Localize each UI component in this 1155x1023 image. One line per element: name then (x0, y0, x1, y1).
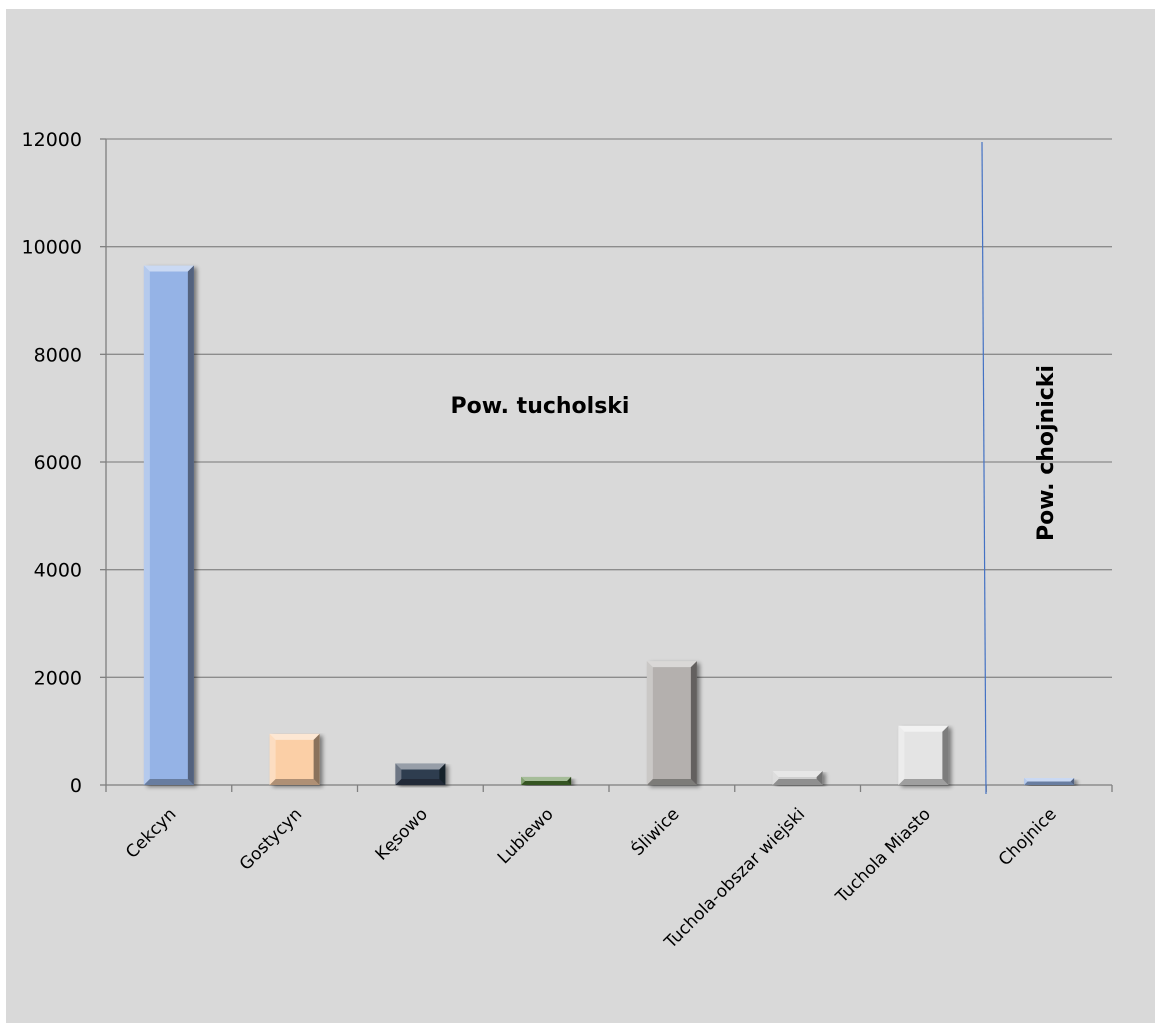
bar-bevel-bottom (143, 779, 194, 785)
y-tick-label: 0 (70, 775, 82, 797)
bar-bevel-top (772, 771, 823, 778)
bar-bevel-right (313, 733, 320, 785)
bar-bevel-bottom (395, 779, 446, 785)
bar-bevel-right (942, 725, 949, 785)
bar-bevel-bottom (772, 779, 823, 785)
bar-1 (269, 733, 320, 785)
bar-bevel-top (143, 265, 194, 272)
bar-bevel-top (269, 733, 320, 740)
y-tick-label: 6000 (34, 452, 82, 474)
bar-bevel-right (567, 776, 572, 785)
y-tick-label: 10000 (22, 237, 82, 259)
bar-bevel-left (646, 661, 653, 785)
bar-bevel-left (898, 725, 905, 785)
bar-body (646, 661, 697, 785)
bar-bevel-left (772, 771, 779, 785)
bar-body (269, 733, 320, 785)
bar-bevel-left (1024, 778, 1028, 785)
annotation-pow-tucholski: Pow. tucholski (451, 394, 630, 419)
bar-4 (646, 661, 697, 785)
bar-bevel-bottom (269, 779, 320, 785)
y-tick-label: 2000 (34, 667, 82, 689)
y-tick-label: 8000 (34, 344, 82, 366)
bar-bevel-top (1024, 778, 1075, 782)
bar-bevel-right (690, 661, 697, 785)
bar-body (898, 725, 949, 785)
bar-body (143, 265, 194, 786)
bar-bevel-left (395, 763, 402, 785)
chart-background (6, 9, 1155, 1023)
bar-7 (1024, 778, 1075, 785)
bars (143, 265, 1075, 786)
annotation-pow-chojnicki: Pow. chojnicki (1034, 365, 1059, 541)
bar-bevel-top (521, 776, 572, 781)
bar-3 (521, 776, 572, 785)
gridlines (106, 138, 1112, 678)
bar-bevel-right (816, 771, 823, 785)
bar-bevel-left (269, 733, 276, 785)
bar-bevel-bottom (646, 779, 697, 785)
bar-0 (143, 265, 194, 786)
bar-bevel-bottom (1024, 781, 1075, 785)
bar-bevel-right (187, 265, 194, 786)
bar-bevel-top (646, 661, 697, 668)
bar-bevel-left (143, 265, 150, 786)
bar-bevel-bottom (521, 780, 572, 785)
bar-bevel-left (521, 776, 526, 785)
y-tick-label: 12000 (22, 129, 82, 151)
bar-bevel-bottom (898, 779, 949, 785)
group-divider (981, 141, 987, 795)
y-tick-label: 4000 (34, 560, 82, 582)
bar-bevel-right (1070, 778, 1075, 785)
bar-6 (898, 725, 949, 785)
bar-bevel-top (395, 763, 446, 770)
bar-bevel-right (439, 763, 446, 785)
bar-5 (772, 771, 823, 785)
bar-bevel-top (898, 725, 949, 732)
bar-2 (395, 763, 446, 785)
